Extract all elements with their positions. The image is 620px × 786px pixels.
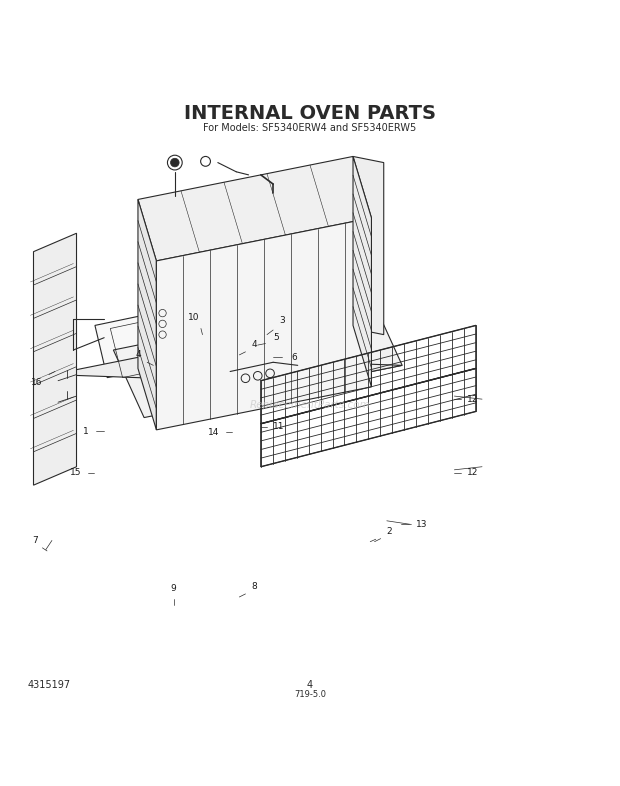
Text: 12: 12 (467, 468, 478, 477)
Polygon shape (52, 356, 402, 384)
Text: 1: 1 (83, 427, 89, 435)
Text: 4: 4 (135, 351, 141, 359)
Text: 2: 2 (387, 527, 392, 535)
Polygon shape (353, 156, 384, 335)
Polygon shape (138, 156, 371, 261)
Polygon shape (138, 200, 156, 430)
Text: 5: 5 (273, 333, 279, 342)
Text: INTERNAL OVEN PARTS: INTERNAL OVEN PARTS (184, 104, 436, 123)
Text: 8: 8 (252, 582, 257, 591)
Polygon shape (156, 218, 371, 430)
Polygon shape (95, 270, 371, 377)
Text: 3: 3 (279, 317, 285, 325)
Text: 4: 4 (252, 340, 257, 349)
Text: ReplacementParts.com: ReplacementParts.com (250, 400, 370, 410)
Text: 6: 6 (291, 353, 298, 362)
Circle shape (170, 158, 179, 167)
Text: 15: 15 (70, 468, 81, 477)
Polygon shape (353, 156, 371, 387)
Text: 11: 11 (273, 422, 285, 432)
Text: 10: 10 (188, 314, 200, 322)
Text: 719-5.0: 719-5.0 (294, 689, 326, 699)
Text: 9: 9 (170, 584, 177, 593)
Text: 14: 14 (208, 428, 219, 437)
Text: 4: 4 (307, 680, 313, 690)
Text: 12: 12 (467, 395, 478, 404)
Text: 16: 16 (31, 377, 43, 387)
Text: 13: 13 (416, 520, 428, 529)
Text: 4315197: 4315197 (27, 680, 71, 690)
Text: 7: 7 (32, 536, 38, 545)
Polygon shape (33, 233, 76, 485)
Polygon shape (113, 298, 402, 417)
Text: For Models: SF5340ERW4 and SF5340ERW5: For Models: SF5340ERW4 and SF5340ERW5 (203, 123, 417, 133)
